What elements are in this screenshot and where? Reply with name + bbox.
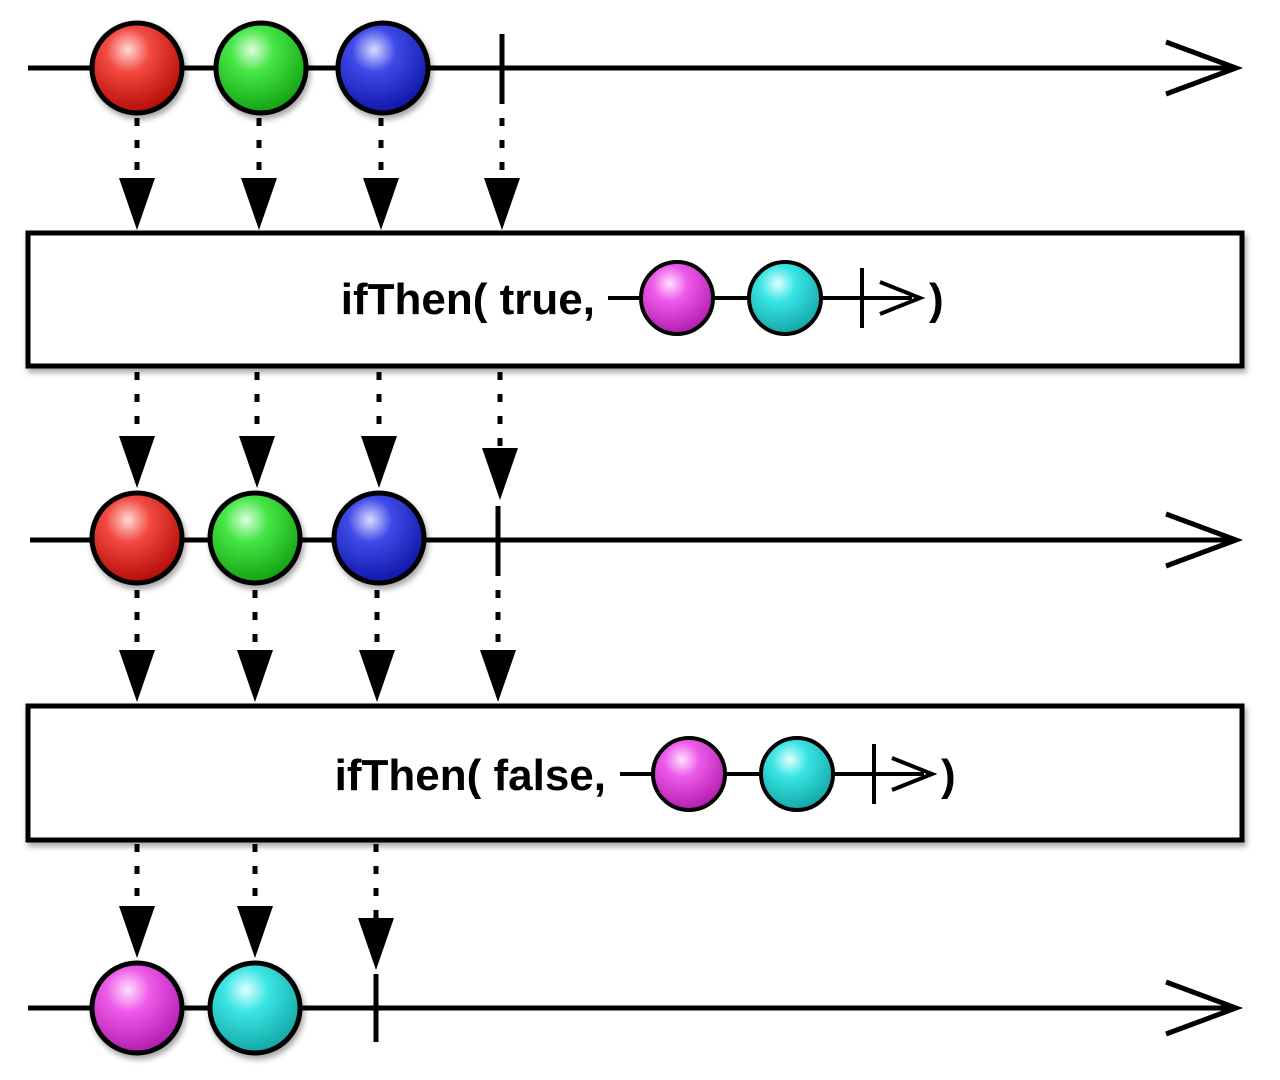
arrowhead-down	[239, 436, 275, 488]
inner-timeline-arrowhead	[891, 756, 938, 792]
middle-timeline-arrowhead	[1165, 511, 1244, 569]
result-timeline-arrowhead	[1165, 979, 1244, 1037]
inner-marble-magenta	[651, 736, 727, 812]
operator-label-suffix: )	[929, 275, 944, 324]
inner-marble-magenta	[639, 260, 715, 336]
arrowhead-down	[480, 650, 516, 702]
result-marble-magenta	[89, 960, 185, 1056]
arrows-op2-to-result	[119, 844, 394, 970]
arrowhead-down	[363, 178, 399, 230]
arrowhead-down	[241, 178, 277, 230]
arrowhead-down	[484, 178, 520, 230]
arrowhead-down	[119, 650, 155, 702]
arrowhead-down	[361, 436, 397, 488]
source-marble-blue	[335, 20, 431, 116]
arrowhead-down	[237, 650, 273, 702]
arrows-op1-to-middle	[119, 372, 518, 500]
result-marble-cyan	[207, 960, 303, 1056]
inner-timeline-arrowhead	[879, 280, 926, 316]
operator-label-suffix: )	[941, 751, 956, 800]
source-marble-green	[213, 20, 309, 116]
inner-marble-cyan	[747, 260, 823, 336]
arrowhead-down	[482, 448, 518, 500]
source-marble-red	[89, 20, 185, 116]
middle-marble-blue	[331, 490, 427, 586]
arrowhead-down	[359, 650, 395, 702]
operator-label-prefix: ifThen( false,	[335, 751, 606, 800]
operator-label-prefix: ifThen( true,	[341, 275, 595, 324]
arrowhead-down	[119, 436, 155, 488]
arrows-source-to-op1	[119, 118, 520, 230]
arrowhead-down	[119, 906, 155, 958]
operator-box-false: ifThen( false, )	[25, 703, 1245, 843]
middle-marble-red	[89, 490, 185, 586]
result-timeline	[28, 960, 1244, 1056]
operator-box-true: ifThen( true, )	[25, 230, 1245, 369]
source-timeline-arrowhead	[1165, 39, 1244, 97]
middle-timeline	[30, 490, 1244, 586]
arrows-middle-to-op2	[119, 590, 516, 702]
arrowhead-down	[237, 906, 273, 958]
source-timeline	[28, 20, 1244, 116]
arrowhead-down	[358, 918, 394, 970]
inner-marble-cyan	[759, 736, 835, 812]
arrowhead-down	[119, 178, 155, 230]
middle-marble-green	[207, 490, 303, 586]
